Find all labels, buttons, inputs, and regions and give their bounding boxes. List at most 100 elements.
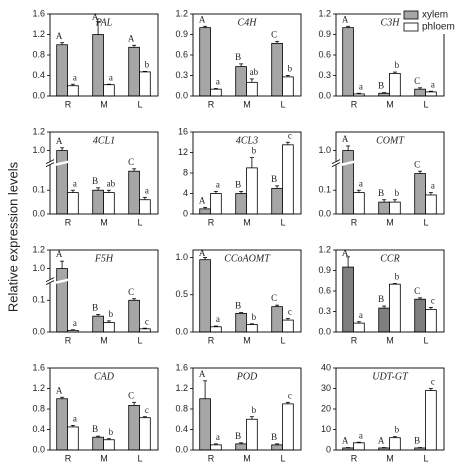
- y-tick-label: 0.5: [175, 289, 188, 299]
- bar: [235, 66, 247, 97]
- x-tick-label: M: [386, 99, 394, 109]
- y-tick-label: 0.1: [318, 185, 331, 195]
- legend-label: phloem: [422, 22, 455, 33]
- significance-letter: C: [414, 286, 420, 296]
- significance-letter: B: [378, 188, 384, 198]
- significance-letter: C: [128, 390, 134, 400]
- y-tick-label: 10: [321, 424, 331, 434]
- y-tick-label: 0.3: [318, 306, 331, 316]
- plot-frame: [192, 249, 302, 333]
- y-tick-label: 0.6: [318, 285, 331, 295]
- bar: [246, 167, 258, 215]
- significance-letter: b: [395, 272, 400, 282]
- bar: [92, 189, 104, 215]
- x-tick-label: L: [423, 453, 428, 463]
- bar: [353, 192, 365, 215]
- y-tick-label: 0.3: [175, 70, 188, 80]
- x-tick-label: M: [243, 453, 251, 463]
- significance-letter: A: [199, 195, 206, 205]
- plot-frame: [49, 131, 159, 215]
- y-tick-label: 1.6: [32, 362, 45, 372]
- bar: [378, 307, 390, 333]
- significance-letter: C: [128, 157, 134, 167]
- bar: [128, 170, 140, 215]
- significance-letter: a: [431, 181, 435, 191]
- panel-title: 4CL1: [93, 135, 115, 146]
- significance-letter: b: [395, 425, 400, 435]
- significance-letter: b: [288, 64, 293, 74]
- bar: [271, 42, 283, 97]
- significance-letter: C: [128, 287, 134, 297]
- bar: [139, 328, 151, 333]
- bar: [389, 73, 401, 97]
- panel-title: POD: [236, 371, 258, 382]
- y-tick-label: 0.0: [175, 444, 188, 454]
- bar: [128, 46, 140, 97]
- bar: [271, 306, 283, 333]
- bar: [246, 418, 258, 451]
- significance-letter: B: [92, 176, 98, 186]
- significance-letter: A: [342, 134, 349, 144]
- bar: [103, 84, 115, 97]
- x-tick-label: M: [243, 217, 251, 227]
- bar: [210, 326, 222, 333]
- significance-letter: a: [73, 318, 77, 328]
- legend-label: xylem: [422, 10, 448, 21]
- significance-letter: c: [145, 405, 149, 415]
- x-tick-label: R: [351, 99, 358, 109]
- significance-letter: b: [395, 188, 400, 198]
- axis-break-gap: [47, 161, 53, 166]
- significance-letter: b: [109, 309, 114, 319]
- significance-letter: b: [109, 427, 114, 437]
- panel-title: 4CL3: [236, 135, 258, 146]
- significance-letter: B: [235, 180, 241, 190]
- y-tick-label: 0.0: [175, 326, 188, 336]
- bar: [389, 437, 401, 451]
- x-tick-label: R: [65, 99, 72, 109]
- x-tick-label: L: [280, 453, 285, 463]
- significance-letter: A: [342, 436, 349, 446]
- bar: [342, 266, 354, 333]
- bar-break: [55, 160, 69, 166]
- significance-letter: C: [414, 159, 420, 169]
- y-tick-label: 1.2: [32, 126, 45, 136]
- bar: [425, 194, 437, 215]
- significance-letter: B: [235, 52, 241, 62]
- y-tick-label: 1.2: [175, 8, 188, 18]
- significance-letter: a: [359, 310, 363, 320]
- significance-letter: B: [378, 294, 384, 304]
- y-tick-label: 0.8: [32, 49, 45, 59]
- significance-letter: b: [145, 59, 150, 69]
- significance-letter: a: [73, 413, 77, 423]
- x-tick-label: M: [100, 453, 108, 463]
- y-tick-label: 1.6: [175, 362, 188, 372]
- significance-letter: a: [109, 72, 113, 82]
- legend-swatch: [403, 10, 419, 20]
- significance-letter: A: [342, 14, 349, 24]
- y-tick-label: 1.2: [318, 8, 331, 18]
- significance-letter: A: [378, 436, 385, 446]
- y-tick-label: 12: [178, 147, 188, 157]
- significance-letter: c: [431, 295, 435, 305]
- bar: [235, 193, 247, 215]
- plot-frame: [335, 249, 445, 333]
- panel-title: COMT: [376, 135, 405, 146]
- x-tick-label: M: [100, 217, 108, 227]
- significance-letter: A: [92, 12, 99, 22]
- y-tick-label: 0.1: [32, 295, 45, 305]
- plot-frame: [335, 131, 445, 215]
- panel-title: CAD: [94, 371, 115, 382]
- axis-break: [45, 162, 55, 168]
- bar: [246, 324, 258, 333]
- plot-frame: [192, 13, 302, 97]
- x-tick-label: L: [423, 335, 428, 345]
- plot-frame: [335, 367, 445, 451]
- significance-letter: B: [271, 432, 277, 442]
- bar: [389, 201, 401, 215]
- significance-letter: B: [92, 424, 98, 434]
- x-tick-label: L: [423, 99, 428, 109]
- y-tick-label: 40: [321, 362, 331, 372]
- bar: [92, 34, 104, 97]
- y-tick-label: 1.2: [318, 244, 331, 254]
